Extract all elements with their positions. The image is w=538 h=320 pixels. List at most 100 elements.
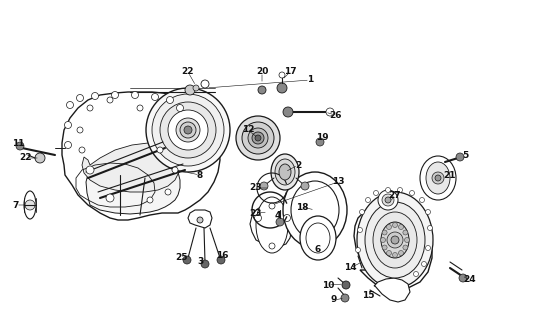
Circle shape bbox=[426, 245, 430, 251]
Circle shape bbox=[342, 281, 350, 289]
Ellipse shape bbox=[300, 216, 336, 260]
Circle shape bbox=[79, 147, 85, 153]
Circle shape bbox=[459, 274, 467, 282]
Text: 18: 18 bbox=[296, 203, 308, 212]
Circle shape bbox=[435, 175, 441, 181]
Circle shape bbox=[414, 271, 419, 276]
Circle shape bbox=[399, 225, 404, 229]
Ellipse shape bbox=[152, 94, 224, 166]
Ellipse shape bbox=[256, 197, 288, 253]
Circle shape bbox=[131, 92, 138, 99]
Text: 15: 15 bbox=[362, 291, 374, 300]
Circle shape bbox=[35, 153, 45, 163]
Text: 7: 7 bbox=[13, 201, 19, 210]
Text: 21: 21 bbox=[444, 171, 456, 180]
Circle shape bbox=[76, 94, 83, 101]
Ellipse shape bbox=[357, 192, 433, 288]
Text: 1: 1 bbox=[307, 76, 313, 84]
PathPatch shape bbox=[62, 92, 220, 220]
Ellipse shape bbox=[283, 172, 347, 248]
PathPatch shape bbox=[82, 143, 180, 192]
Circle shape bbox=[359, 210, 365, 214]
Text: 26: 26 bbox=[329, 110, 341, 119]
Text: 13: 13 bbox=[332, 178, 344, 187]
PathPatch shape bbox=[354, 207, 432, 290]
Circle shape bbox=[378, 190, 398, 210]
Circle shape bbox=[421, 261, 427, 267]
Circle shape bbox=[403, 230, 408, 235]
Text: 16: 16 bbox=[216, 251, 228, 260]
Circle shape bbox=[398, 188, 402, 193]
Circle shape bbox=[137, 105, 143, 111]
Ellipse shape bbox=[271, 154, 299, 190]
Circle shape bbox=[426, 210, 430, 214]
Ellipse shape bbox=[373, 212, 417, 268]
Circle shape bbox=[157, 147, 163, 153]
Circle shape bbox=[254, 214, 261, 221]
Ellipse shape bbox=[426, 162, 450, 194]
Circle shape bbox=[356, 247, 360, 252]
Text: 14: 14 bbox=[344, 263, 356, 273]
Circle shape bbox=[301, 182, 309, 190]
Circle shape bbox=[217, 256, 225, 264]
Circle shape bbox=[387, 232, 403, 248]
PathPatch shape bbox=[250, 205, 292, 247]
Circle shape bbox=[382, 194, 394, 206]
Circle shape bbox=[432, 172, 444, 184]
Circle shape bbox=[107, 97, 113, 103]
Circle shape bbox=[25, 200, 35, 210]
Circle shape bbox=[393, 252, 398, 258]
PathPatch shape bbox=[86, 155, 180, 214]
Circle shape bbox=[193, 85, 199, 91]
Ellipse shape bbox=[420, 156, 456, 200]
PathPatch shape bbox=[374, 278, 410, 302]
Ellipse shape bbox=[242, 122, 274, 154]
Circle shape bbox=[316, 138, 324, 146]
Circle shape bbox=[183, 256, 191, 264]
Circle shape bbox=[16, 142, 24, 150]
Text: 11: 11 bbox=[12, 139, 24, 148]
Circle shape bbox=[283, 107, 293, 117]
Circle shape bbox=[279, 72, 285, 78]
Circle shape bbox=[391, 236, 399, 244]
Circle shape bbox=[258, 86, 266, 94]
Circle shape bbox=[201, 260, 209, 268]
Circle shape bbox=[284, 214, 291, 221]
Circle shape bbox=[67, 101, 74, 108]
Circle shape bbox=[405, 237, 409, 243]
Circle shape bbox=[386, 251, 392, 255]
Circle shape bbox=[385, 197, 391, 203]
Circle shape bbox=[147, 197, 153, 203]
Circle shape bbox=[326, 108, 334, 116]
Text: 17: 17 bbox=[284, 68, 296, 76]
Circle shape bbox=[201, 80, 209, 88]
Ellipse shape bbox=[306, 223, 330, 253]
Ellipse shape bbox=[275, 159, 295, 185]
Ellipse shape bbox=[160, 102, 216, 158]
Circle shape bbox=[91, 92, 98, 100]
Text: 6: 6 bbox=[315, 245, 321, 254]
Circle shape bbox=[269, 203, 275, 209]
Circle shape bbox=[277, 83, 287, 93]
Text: 9: 9 bbox=[331, 295, 337, 305]
Circle shape bbox=[180, 122, 196, 138]
Circle shape bbox=[428, 226, 433, 230]
Text: 12: 12 bbox=[242, 125, 254, 134]
Ellipse shape bbox=[24, 191, 36, 219]
Circle shape bbox=[77, 127, 83, 133]
Text: 5: 5 bbox=[462, 150, 468, 159]
Ellipse shape bbox=[279, 164, 291, 180]
Text: 22: 22 bbox=[20, 154, 32, 163]
Circle shape bbox=[165, 189, 171, 195]
Circle shape bbox=[380, 237, 386, 243]
Ellipse shape bbox=[236, 116, 280, 160]
Ellipse shape bbox=[248, 128, 268, 148]
Text: 22: 22 bbox=[182, 68, 194, 76]
Circle shape bbox=[386, 225, 392, 229]
Circle shape bbox=[184, 126, 192, 134]
Circle shape bbox=[87, 105, 93, 111]
Circle shape bbox=[111, 92, 118, 99]
Text: 3: 3 bbox=[197, 258, 203, 267]
Circle shape bbox=[456, 153, 464, 161]
Ellipse shape bbox=[168, 110, 208, 150]
